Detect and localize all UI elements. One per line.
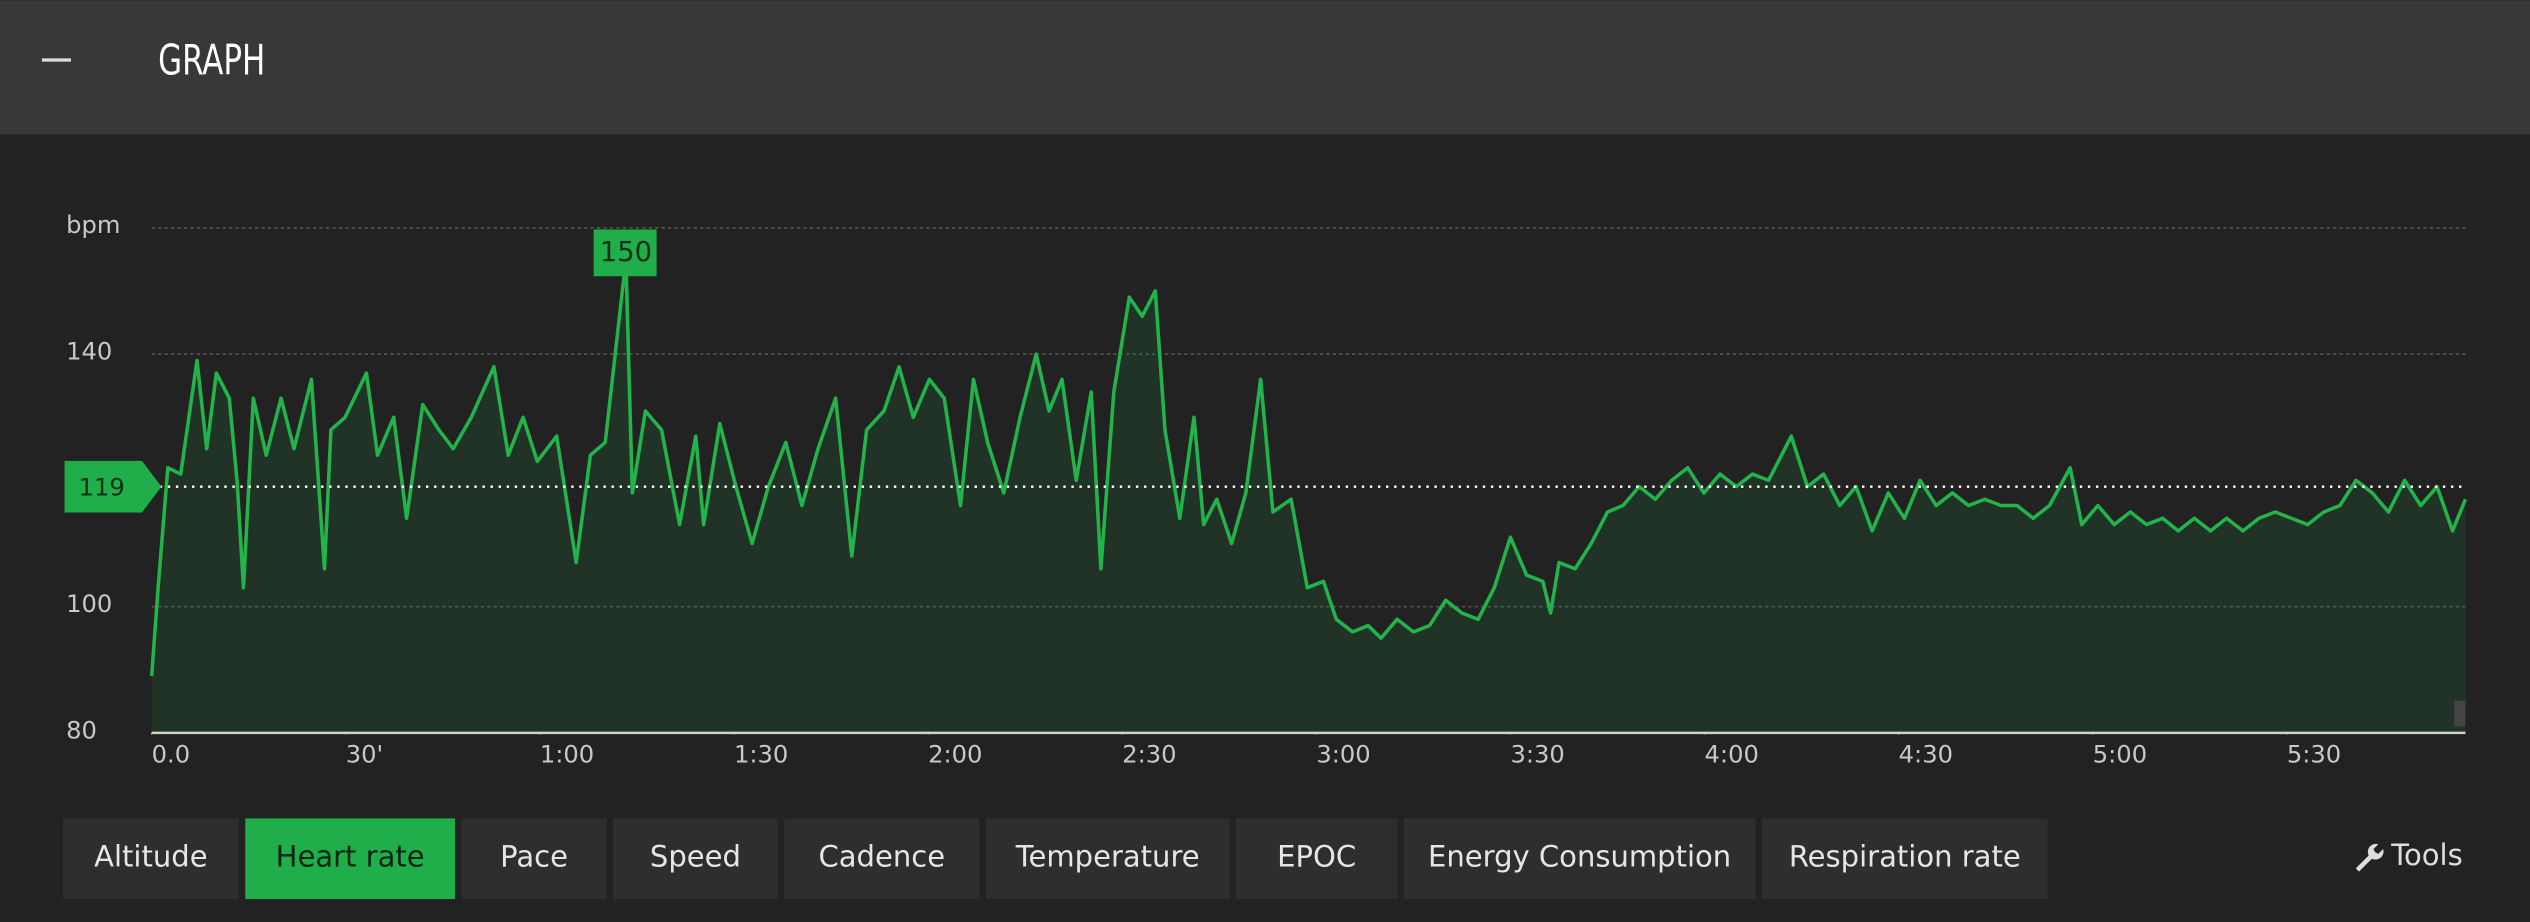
x-tick-label: 5:30 (2287, 740, 2341, 768)
heart-rate-line (149, 257, 2468, 677)
tab-label: Heart rate (276, 840, 425, 874)
x-tick-label: 5:00 (2093, 740, 2147, 768)
tab-button[interactable]: EPOC (1235, 818, 1398, 900)
tab-label: Pace (500, 840, 568, 874)
x-tick-label: 4:00 (1705, 740, 1759, 768)
chart: 80 100 140 bpm 0.0 30' 1:00 1:30 2:00 2:30 3:00 3:3… (64, 211, 2468, 768)
tab-button[interactable]: Speed (613, 818, 778, 900)
tab-background (1761, 818, 2048, 900)
x-tick-label: 30' (346, 740, 383, 768)
tab-background (62, 818, 239, 900)
y-tick-label: bpm (66, 211, 120, 239)
tab-background (784, 818, 980, 900)
header-bar (0, 0, 2530, 135)
tab-label: EPOC (1277, 840, 1356, 874)
tab-button[interactable]: Cadence (784, 818, 980, 900)
x-tick-label: 3:30 (1510, 740, 1564, 768)
tools-label: Tools (2390, 838, 2463, 872)
tab-label: Respiration rate (1789, 840, 2021, 874)
scroll-handle (2454, 700, 2466, 727)
tab-bar: Altitude Heart rate Pace Speed Cadence Temper… (62, 818, 2048, 900)
x-tick-label: 3:00 (1316, 740, 1370, 768)
y-tick-label: 80 (66, 716, 97, 744)
tab-label: Temperature (1015, 840, 1200, 874)
tab-button[interactable]: Energy Consumption (1403, 818, 1756, 900)
x-tick-label: 0.0 (152, 740, 190, 768)
y-tick-label: 100 (66, 590, 112, 618)
tab-background (461, 818, 607, 900)
max-tag (593, 229, 657, 277)
tab-background (1403, 818, 1756, 900)
tab-background (245, 818, 456, 900)
max-label: 150 (600, 237, 652, 268)
tab-background (985, 818, 1230, 900)
area (151, 259, 2466, 733)
tab-background (613, 818, 778, 900)
tab-button[interactable]: Heart rate (245, 818, 456, 900)
tab-button[interactable]: Altitude (62, 818, 239, 900)
x-tick-label: 4:30 (1899, 740, 1953, 768)
tools-button[interactable]: Tools (2355, 838, 2463, 872)
tab-label: Cadence (818, 840, 945, 874)
x-tick-label: 2:30 (1122, 740, 1176, 768)
x-tick-label: 1:30 (734, 740, 788, 768)
tab-background (1235, 818, 1398, 900)
tab-label: Energy Consumption (1428, 840, 1731, 874)
page-title: GRAPH (158, 36, 265, 85)
x-tick-label: 1:00 (540, 740, 594, 768)
x-tick-label: 2:00 (928, 740, 982, 768)
wrench-icon (2355, 843, 2384, 872)
tab-label: Speed (650, 840, 741, 874)
tab-button[interactable]: Temperature (985, 818, 1230, 900)
average-tag (64, 460, 162, 513)
average-label: 119 (79, 473, 125, 501)
tab-label: Altitude (94, 840, 207, 874)
tab-button[interactable]: Pace (461, 818, 607, 900)
tab-button[interactable]: Respiration rate (1761, 818, 2048, 900)
y-tick-label: 140 (66, 337, 112, 365)
